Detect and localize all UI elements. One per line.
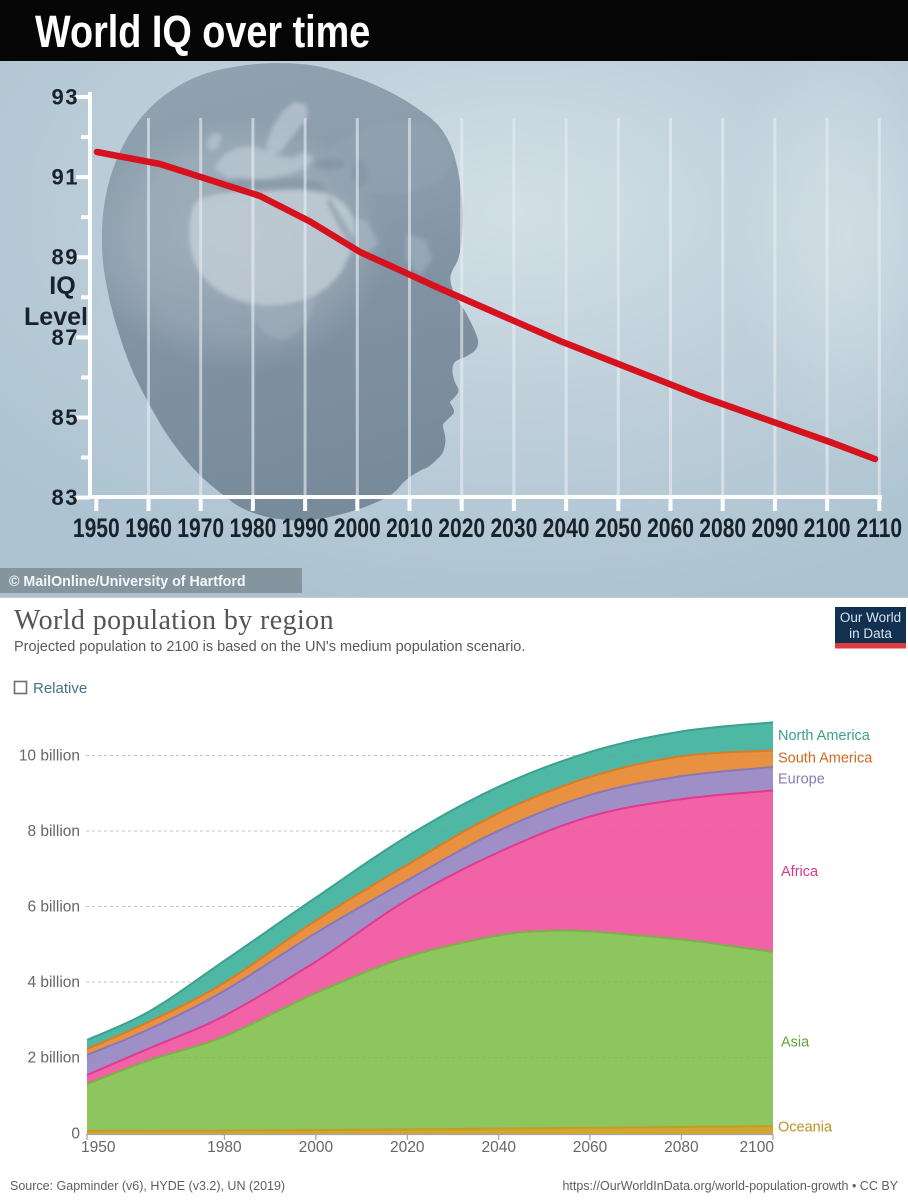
svg-text:2060: 2060 [647, 514, 694, 544]
svg-text:6 billion: 6 billion [27, 899, 80, 916]
svg-text:© MailOnline/University of Har: © MailOnline/University of Hartford [9, 574, 246, 590]
svg-text:2 billion: 2 billion [27, 1050, 80, 1067]
svg-text:1960: 1960 [125, 514, 172, 544]
svg-text:North America: North America [778, 728, 871, 744]
svg-text:2010: 2010 [386, 514, 433, 544]
svg-text:Relative: Relative [33, 680, 87, 697]
svg-text:in Data: in Data [849, 626, 892, 641]
svg-text:2030: 2030 [490, 514, 537, 544]
svg-text:83: 83 [52, 485, 79, 510]
svg-text:1950: 1950 [81, 1139, 116, 1156]
svg-text:1950: 1950 [73, 514, 120, 544]
svg-text:2060: 2060 [573, 1139, 608, 1156]
svg-text:1980: 1980 [229, 514, 276, 544]
svg-text:South America: South America [778, 751, 873, 767]
svg-text:2110: 2110 [856, 514, 902, 544]
svg-text:2000: 2000 [299, 1139, 334, 1156]
svg-text:8 billion: 8 billion [27, 823, 80, 840]
svg-text:World population by region: World population by region [14, 605, 334, 636]
svg-text:2100: 2100 [804, 514, 851, 544]
svg-text:2020: 2020 [438, 514, 485, 544]
svg-text:0: 0 [71, 1126, 80, 1143]
svg-text:IQ: IQ [49, 272, 75, 300]
svg-text:2020: 2020 [390, 1139, 425, 1156]
svg-text:Projected population to 2100 i: Projected population to 2100 is based on… [14, 639, 525, 655]
svg-text:91: 91 [52, 165, 79, 190]
svg-text:https://OurWorldInData.org/wor: https://OurWorldInData.org/world-populat… [562, 1179, 898, 1193]
svg-text:89: 89 [52, 245, 79, 270]
svg-text:1980: 1980 [207, 1139, 242, 1156]
svg-text:4 billion: 4 billion [27, 974, 80, 991]
svg-text:2000: 2000 [334, 514, 381, 544]
svg-text:2100: 2100 [740, 1139, 775, 1156]
svg-text:2080: 2080 [699, 514, 746, 544]
svg-text:Asia: Asia [781, 1035, 810, 1051]
svg-text:2050: 2050 [595, 514, 642, 544]
svg-text:2090: 2090 [751, 514, 798, 544]
svg-text:Level: Level [24, 303, 88, 331]
svg-text:2040: 2040 [481, 1139, 516, 1156]
svg-text:2080: 2080 [664, 1139, 699, 1156]
svg-text:Oceania: Oceania [778, 1120, 833, 1136]
svg-text:Africa: Africa [781, 864, 819, 880]
svg-text:Our World: Our World [840, 610, 901, 625]
svg-text:Source: Gapminder (v6), HYDE (: Source: Gapminder (v6), HYDE (v3.2), UN … [10, 1179, 285, 1193]
svg-text:87: 87 [52, 325, 79, 350]
svg-text:1970: 1970 [177, 514, 224, 544]
svg-text:10 billion: 10 billion [19, 748, 80, 765]
svg-text:1990: 1990 [282, 514, 329, 544]
svg-text:93: 93 [52, 85, 79, 110]
svg-text:World IQ over time: World IQ over time [35, 6, 370, 57]
svg-text:2040: 2040 [543, 514, 590, 544]
svg-text:Europe: Europe [778, 772, 825, 788]
svg-text:85: 85 [52, 405, 79, 430]
